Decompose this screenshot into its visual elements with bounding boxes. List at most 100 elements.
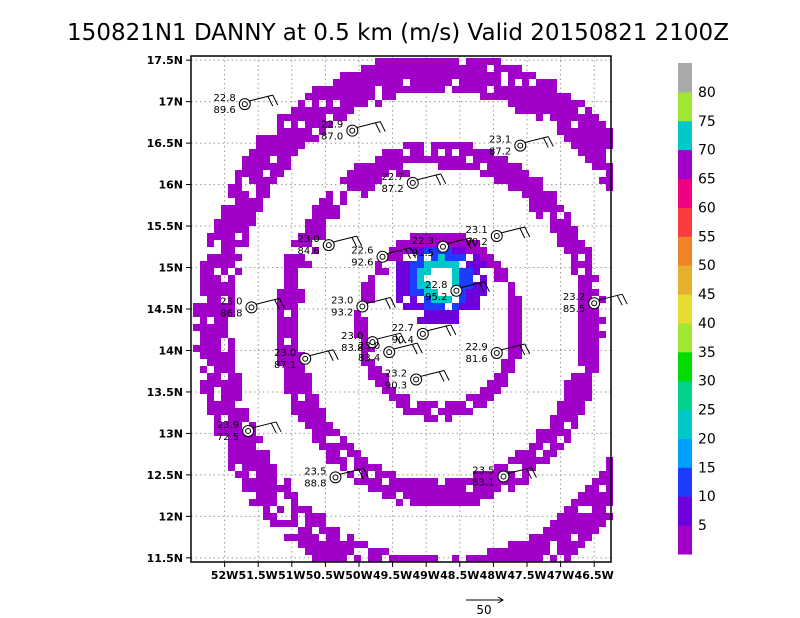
swath-cell — [445, 499, 452, 506]
swath-cell — [242, 205, 249, 212]
swath-cell — [361, 478, 368, 485]
y-tick-label: 17.5N — [147, 54, 183, 67]
swath-cell — [564, 226, 571, 233]
core-cell — [466, 268, 473, 275]
swath-cell — [312, 86, 319, 93]
swath-cell — [235, 219, 242, 226]
swath-cell — [326, 450, 333, 457]
swath-cell — [578, 387, 585, 394]
colorbar-swatch — [678, 120, 692, 151]
station-outer-circle — [514, 139, 527, 152]
swath-cell — [585, 128, 592, 135]
swath-cell — [333, 93, 340, 100]
core-cell — [473, 303, 480, 310]
swath-cell — [200, 338, 207, 345]
swath-cell — [592, 478, 599, 485]
swath-cell — [228, 212, 235, 219]
swath-cell — [536, 198, 543, 205]
swath-cell — [326, 121, 333, 128]
colorbar-swatch — [678, 351, 692, 382]
swath-cell — [396, 401, 403, 408]
x-tick-label: 48.5W — [440, 569, 479, 582]
wind-barb-staff — [446, 237, 472, 245]
swath-cell — [354, 541, 361, 548]
core-cell — [424, 289, 431, 296]
core-cell — [452, 261, 459, 268]
wind-barb-flag — [616, 294, 623, 306]
swath-cell — [228, 191, 235, 198]
swath-cell — [263, 478, 270, 485]
swath-cell — [599, 149, 606, 156]
station-marker: 23.583.1 — [472, 466, 537, 489]
swath-cell — [585, 310, 592, 317]
swath-cell — [249, 499, 256, 506]
swath-cell — [501, 373, 508, 380]
swath-cell — [382, 65, 389, 72]
swath-cell — [403, 394, 410, 401]
swath-cell — [585, 359, 592, 366]
colorbar-label: 30 — [698, 374, 716, 390]
swath-cell — [305, 107, 312, 114]
wind-barb-staff — [255, 297, 280, 305]
swath-cell — [347, 548, 354, 555]
swath-cell — [403, 478, 410, 485]
swath-cell — [550, 527, 557, 534]
swath-cell — [480, 478, 487, 485]
swath-cell — [543, 86, 550, 93]
swath-cell — [375, 471, 382, 478]
station-inner-circle — [325, 242, 332, 249]
swath-cell — [515, 72, 522, 79]
swath-cell — [606, 163, 613, 170]
swath-cell — [228, 282, 235, 289]
swath-cell — [571, 380, 578, 387]
swath-cell — [263, 450, 270, 457]
swath-cell — [221, 422, 228, 429]
swath-cell — [368, 65, 375, 72]
wind-barb-staff — [376, 332, 401, 340]
station-inner-circle — [419, 330, 426, 337]
swath-cell — [382, 86, 389, 93]
swath-cell — [501, 163, 508, 170]
station-marker: 23.972.5 — [217, 420, 282, 443]
swath-cell — [256, 163, 263, 170]
swath-cell — [445, 163, 452, 170]
swath-cell — [291, 366, 298, 373]
swath-cell — [515, 450, 522, 457]
swath-cell — [319, 541, 326, 548]
wind-barb-flag — [531, 467, 537, 478]
swath-cell — [438, 408, 445, 415]
swath-cell — [291, 268, 298, 275]
core-cell — [424, 247, 431, 254]
station-marker: 22.981.6 — [465, 342, 531, 365]
swath-cell — [312, 513, 319, 520]
station-temp-label: 23.9 — [217, 420, 239, 431]
swath-cell — [382, 373, 389, 380]
y-tick-label: 17N — [158, 96, 183, 109]
swath-cell — [578, 261, 585, 268]
swath-cell — [396, 86, 403, 93]
swath-cell — [214, 226, 221, 233]
swath-cell — [221, 429, 228, 436]
swath-cell — [319, 513, 326, 520]
swath-cell — [438, 492, 445, 499]
swath-cell — [550, 79, 557, 86]
swath-cell — [298, 142, 305, 149]
core-cell — [459, 268, 466, 275]
swath-cell — [431, 86, 438, 93]
swath-cell — [326, 527, 333, 534]
core-cell — [452, 303, 459, 310]
colorbar-label: 15 — [698, 460, 716, 476]
swath-cell — [354, 79, 361, 86]
swath-cell — [459, 79, 466, 86]
core-cell — [438, 254, 445, 261]
swath-cell — [459, 72, 466, 79]
y-tick-label: 12.5N — [147, 469, 183, 482]
swath-cell — [445, 156, 452, 163]
swath-cell — [459, 240, 466, 247]
swath-cell — [571, 226, 578, 233]
swath-cell — [529, 198, 536, 205]
swath-cell — [270, 163, 277, 170]
swath-cell — [487, 261, 494, 268]
swath-cell — [291, 303, 298, 310]
swath-cell — [312, 205, 319, 212]
